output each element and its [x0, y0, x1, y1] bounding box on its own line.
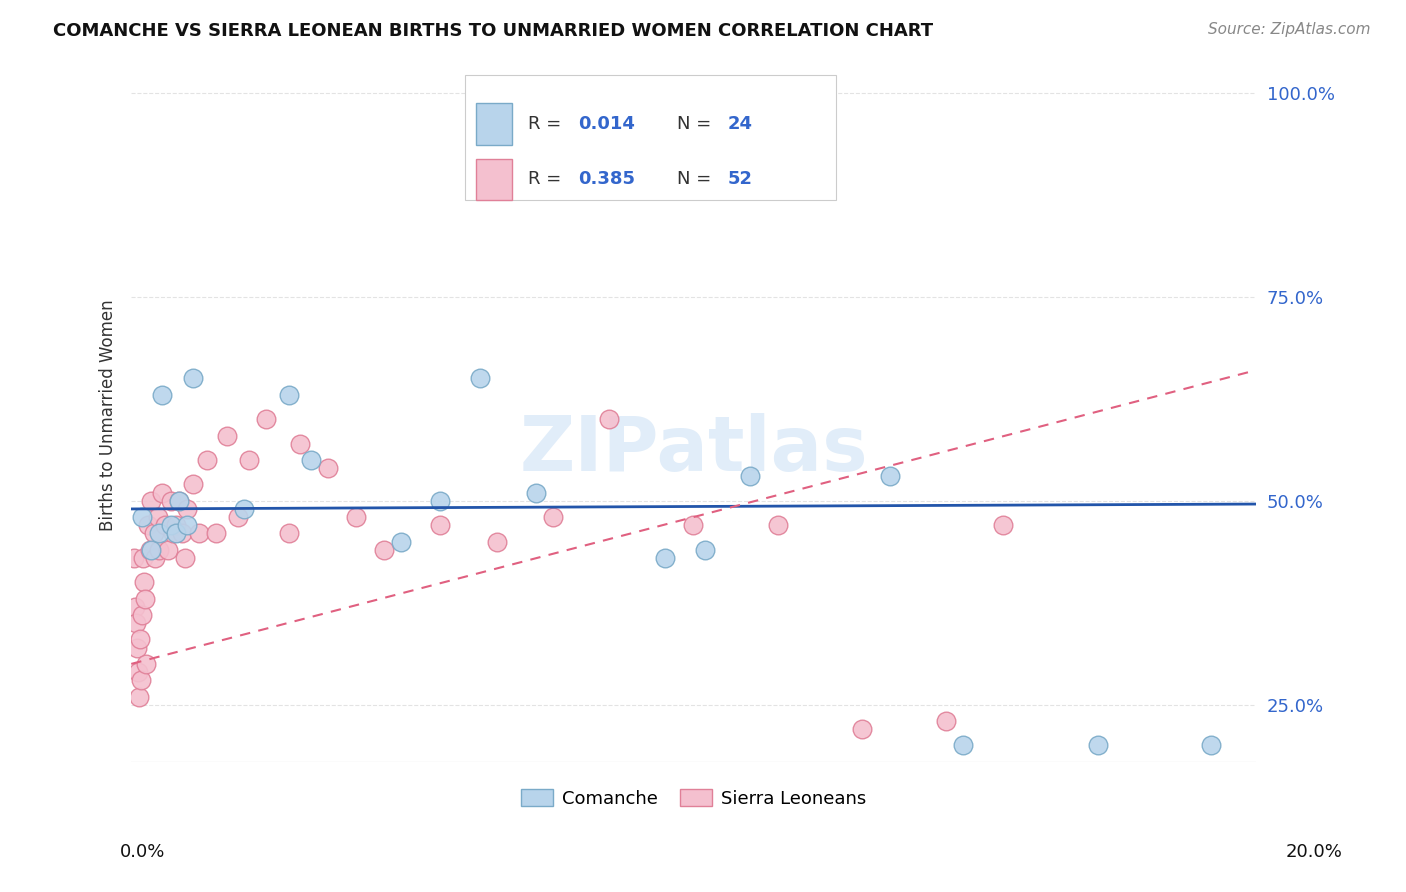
- Point: [879, 469, 901, 483]
- Text: ZIPatlas: ZIPatlas: [519, 413, 868, 487]
- Text: R =: R =: [529, 170, 567, 188]
- Point: [238, 453, 260, 467]
- Point: [226, 510, 249, 524]
- Point: [654, 550, 676, 565]
- Point: [389, 534, 412, 549]
- Point: [122, 550, 145, 565]
- Point: [131, 510, 153, 524]
- Point: [125, 616, 148, 631]
- FancyBboxPatch shape: [477, 159, 512, 200]
- Point: [170, 526, 193, 541]
- Point: [145, 550, 167, 565]
- Point: [146, 510, 169, 524]
- Point: [693, 542, 716, 557]
- Point: [1087, 739, 1109, 753]
- Point: [277, 388, 299, 402]
- Point: [128, 632, 150, 647]
- Point: [991, 518, 1014, 533]
- Point: [316, 461, 339, 475]
- Legend: Comanche, Sierra Leoneans: Comanche, Sierra Leoneans: [513, 782, 873, 815]
- Point: [167, 493, 190, 508]
- Point: [131, 607, 153, 622]
- Point: [181, 477, 204, 491]
- Point: [124, 599, 146, 614]
- Point: [935, 714, 957, 728]
- Point: [766, 518, 789, 533]
- Point: [159, 493, 181, 508]
- Point: [150, 485, 173, 500]
- Text: R =: R =: [529, 115, 567, 133]
- Point: [162, 526, 184, 541]
- FancyBboxPatch shape: [465, 76, 837, 200]
- Point: [1199, 739, 1222, 753]
- Point: [204, 526, 226, 541]
- Point: [148, 526, 170, 541]
- Point: [373, 542, 395, 557]
- Point: [288, 436, 311, 450]
- Point: [181, 371, 204, 385]
- Point: [429, 493, 451, 508]
- Point: [344, 510, 367, 524]
- Point: [141, 493, 163, 508]
- Point: [468, 371, 491, 385]
- Point: [142, 526, 165, 541]
- Point: [139, 542, 162, 557]
- Point: [134, 591, 156, 606]
- Y-axis label: Births to Unmarried Women: Births to Unmarried Women: [100, 300, 117, 531]
- Point: [132, 550, 155, 565]
- Text: 0.385: 0.385: [578, 170, 634, 188]
- Point: [682, 518, 704, 533]
- Text: 0.014: 0.014: [578, 115, 634, 133]
- Point: [159, 518, 181, 533]
- Point: [127, 665, 149, 679]
- Point: [134, 575, 156, 590]
- Point: [148, 542, 170, 557]
- Point: [136, 518, 159, 533]
- Text: N =: N =: [676, 170, 717, 188]
- Point: [299, 453, 322, 467]
- Point: [277, 526, 299, 541]
- Point: [195, 453, 218, 467]
- Text: 52: 52: [727, 170, 752, 188]
- Point: [150, 388, 173, 402]
- Point: [952, 739, 974, 753]
- Point: [165, 518, 187, 533]
- Text: N =: N =: [676, 115, 717, 133]
- Point: [173, 550, 195, 565]
- Point: [176, 518, 198, 533]
- Point: [165, 526, 187, 541]
- Point: [598, 412, 620, 426]
- Point: [524, 485, 547, 500]
- Text: 20.0%: 20.0%: [1286, 843, 1343, 861]
- Point: [128, 690, 150, 704]
- Text: COMANCHE VS SIERRA LEONEAN BIRTHS TO UNMARRIED WOMEN CORRELATION CHART: COMANCHE VS SIERRA LEONEAN BIRTHS TO UNM…: [53, 22, 934, 40]
- Point: [127, 640, 149, 655]
- Point: [541, 510, 564, 524]
- Point: [738, 469, 761, 483]
- Point: [254, 412, 277, 426]
- Point: [485, 534, 508, 549]
- Point: [187, 526, 209, 541]
- FancyBboxPatch shape: [477, 103, 512, 145]
- Text: 0.0%: 0.0%: [120, 843, 165, 861]
- Point: [139, 542, 162, 557]
- Point: [215, 428, 238, 442]
- Point: [153, 518, 176, 533]
- Text: Source: ZipAtlas.com: Source: ZipAtlas.com: [1208, 22, 1371, 37]
- Point: [156, 542, 179, 557]
- Point: [176, 502, 198, 516]
- Point: [129, 673, 152, 688]
- Point: [135, 657, 157, 671]
- Text: 24: 24: [727, 115, 752, 133]
- Point: [232, 502, 254, 516]
- Point: [167, 493, 190, 508]
- Point: [851, 722, 873, 736]
- Point: [429, 518, 451, 533]
